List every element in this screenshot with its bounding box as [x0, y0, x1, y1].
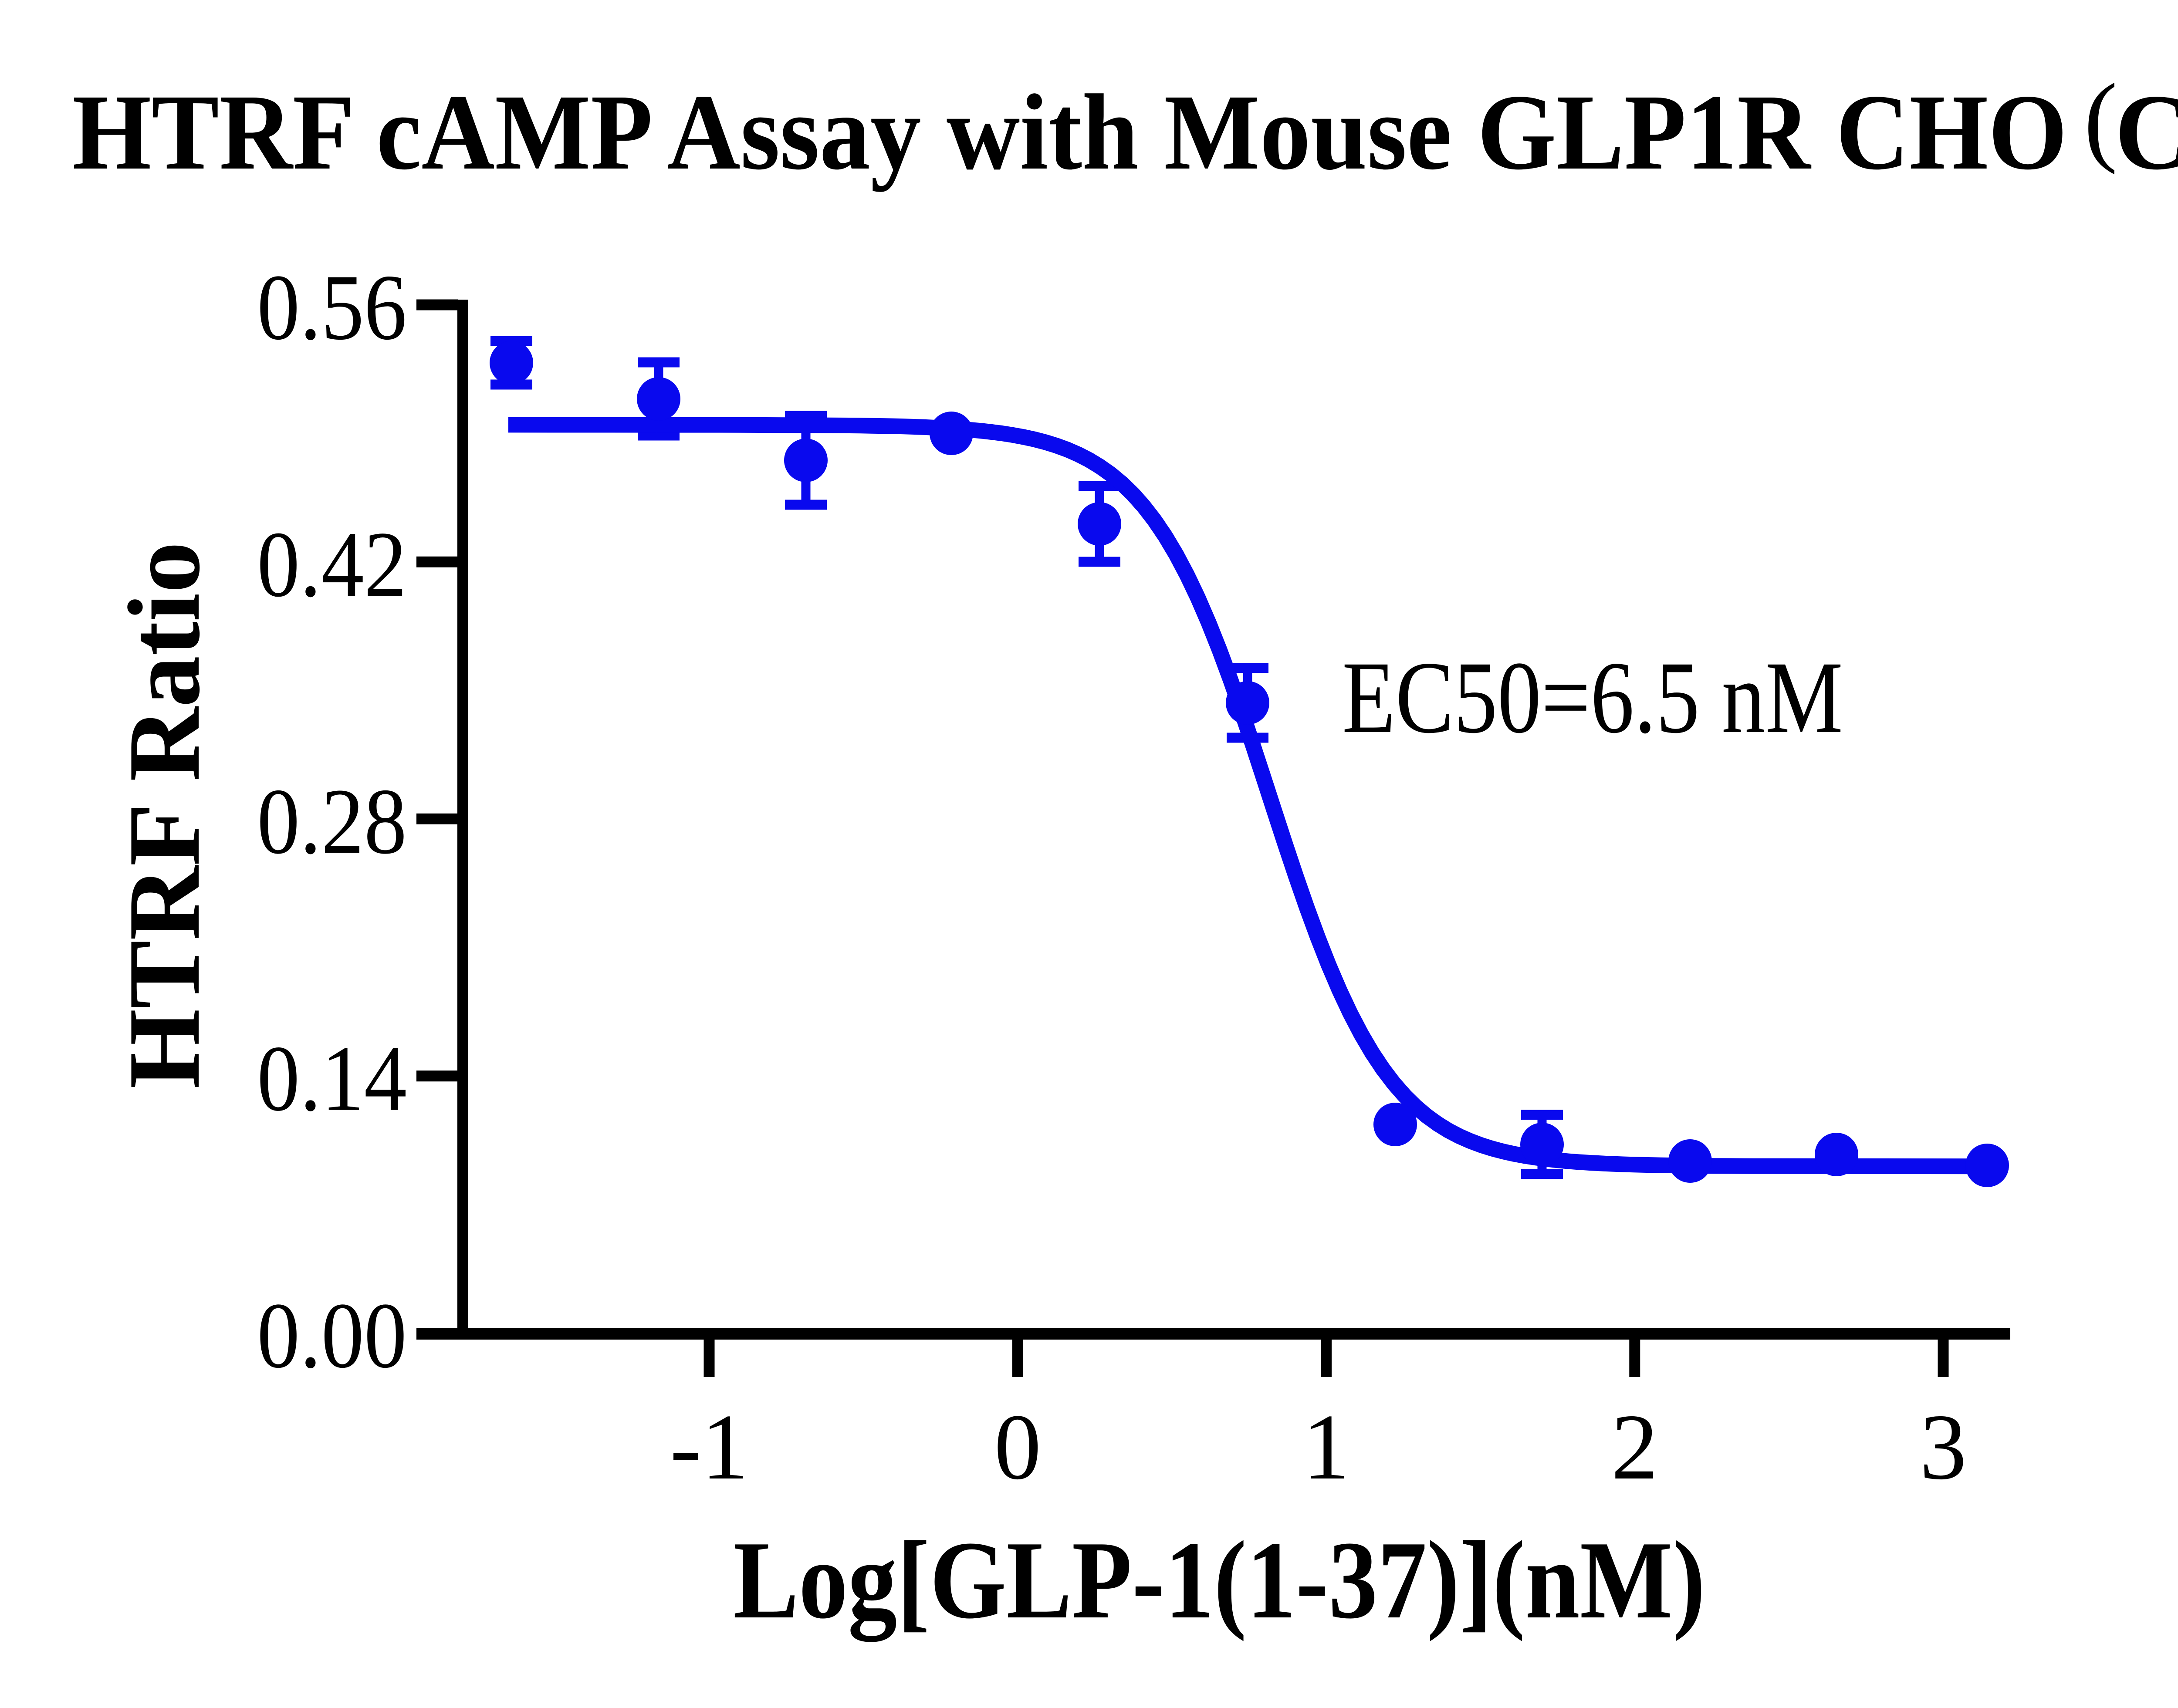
svg-text:HTRF cAMP Assay with Mouse GLP: HTRF cAMP Assay with Mouse GLP1R CHO	[72, 72, 2067, 192]
svg-text:HTRF Ratio: HTRF Ratio	[108, 542, 221, 1089]
svg-text:EC50=6.5 nM: EC50=6.5 nM	[1342, 641, 1843, 755]
svg-text:0.28: 0.28	[257, 770, 407, 874]
svg-text:0.42: 0.42	[257, 512, 407, 616]
svg-text:0.14: 0.14	[257, 1026, 407, 1131]
svg-text:Log[GLP-1(1-37)](nM): Log[GLP-1(1-37)](nM)	[733, 1519, 1705, 1642]
svg-text:0.56: 0.56	[257, 255, 407, 359]
svg-text:0.00: 0.00	[257, 1283, 407, 1387]
svg-text:0: 0	[994, 1395, 1041, 1499]
svg-text:(: (	[2084, 63, 2117, 175]
svg-text:2: 2	[1611, 1395, 1658, 1499]
svg-text:-1: -1	[670, 1395, 748, 1499]
svg-text:1: 1	[1303, 1395, 1350, 1499]
svg-text:C15: C15	[2115, 72, 2178, 192]
svg-text:3: 3	[1920, 1395, 1967, 1499]
